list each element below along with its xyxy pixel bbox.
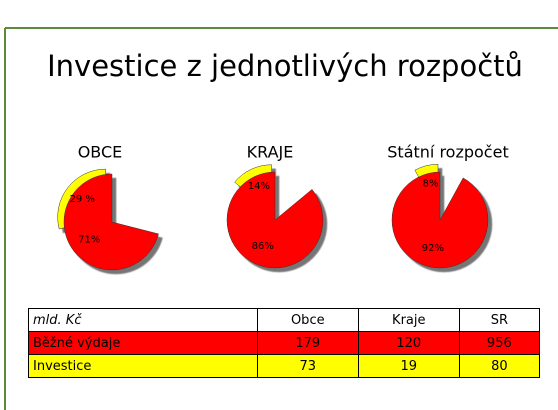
table-cell: Investice bbox=[28, 354, 258, 378]
pie bbox=[391, 164, 489, 269]
table-cell: SR bbox=[458, 308, 541, 332]
slice-label: 71% bbox=[78, 235, 100, 246]
table-row: Investice 73 19 80 bbox=[28, 354, 541, 378]
table-cell: 80 bbox=[458, 354, 541, 378]
pie-slice bbox=[63, 173, 159, 271]
slice-label: 8% bbox=[423, 178, 439, 189]
table-row: Běžné výdaje 179 120 956 bbox=[28, 331, 541, 355]
pie bbox=[57, 168, 159, 271]
pie-title: OBCE bbox=[78, 143, 123, 162]
data-table: mld. Kč Obce Kraje SR Běžné výdaje 179 120 956 I… bbox=[28, 308, 541, 378]
table-cell: 120 bbox=[357, 331, 460, 355]
table-row: mld. Kč Obce Kraje SR bbox=[28, 308, 541, 332]
pie-slice bbox=[226, 171, 324, 269]
table-cell: Obce bbox=[256, 308, 359, 332]
table-cell: mld. Kč bbox=[28, 308, 258, 332]
slice-label: 29 % bbox=[69, 194, 94, 205]
slice-label: 14% bbox=[248, 181, 270, 192]
slice-label: 86% bbox=[252, 241, 274, 252]
pie bbox=[226, 164, 324, 269]
pie-title: KRAJE bbox=[247, 143, 294, 162]
pie-title: Státní rozpočet bbox=[387, 143, 508, 162]
slice-label: 92% bbox=[422, 243, 444, 254]
table-cell: Kraje bbox=[357, 308, 460, 332]
table-cell: Běžné výdaje bbox=[28, 331, 258, 355]
slide-title: Investice z jednotlivých rozpočtů bbox=[47, 49, 523, 83]
table-cell: 956 bbox=[458, 331, 541, 355]
table-cell: 179 bbox=[256, 331, 359, 355]
table-cell: 73 bbox=[256, 354, 359, 378]
table-cell: 19 bbox=[357, 354, 460, 378]
pie-slice bbox=[391, 171, 489, 269]
